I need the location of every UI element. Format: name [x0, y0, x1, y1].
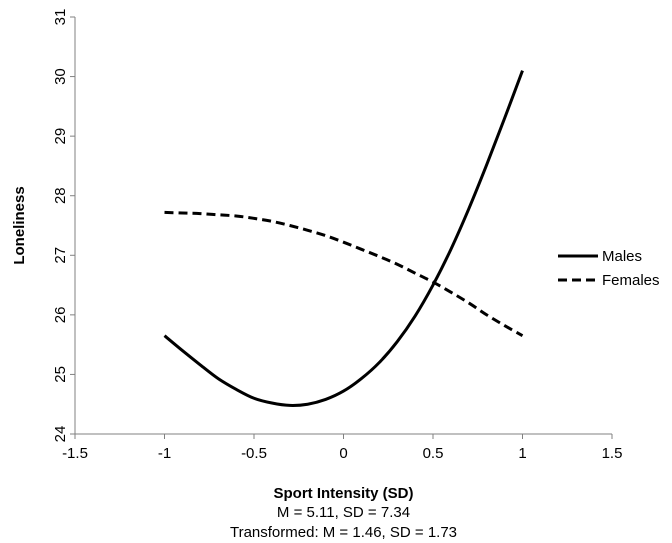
- y-tick-label: 26: [52, 307, 69, 324]
- y-tick-label: 28: [52, 187, 69, 204]
- ticks: 24 25 26 27 28 29 30 31 -1.5 -1 -0.5 0 0.5 1 1.5: [52, 9, 622, 462]
- legend-label-males: Males: [602, 248, 642, 265]
- y-tick-label: 29: [52, 128, 69, 145]
- legend: Males Females: [558, 248, 660, 289]
- y-tick-label: 30: [52, 68, 69, 85]
- x-tick-label: -1: [158, 445, 171, 462]
- x-tick-label: 1.5: [602, 445, 623, 462]
- x-tick-label: 1: [518, 445, 526, 462]
- y-axis-title: Loneliness: [11, 186, 28, 264]
- series-line-females: [164, 210, 524, 338]
- x-tick-label: -0.5: [241, 445, 267, 462]
- y-tick-label: 31: [52, 9, 69, 26]
- axes: [74, 17, 612, 435]
- x-tick-label: 0: [339, 445, 347, 462]
- series-line-males: [163, 70, 524, 407]
- y-tick-label: 24: [52, 426, 69, 443]
- x-tick-label: 0.5: [423, 445, 444, 462]
- transformed-stats-note: Transformed: M = 1.46, SD = 1.73: [230, 524, 457, 541]
- x-tick-label: -1.5: [62, 445, 88, 462]
- series-lines: [163, 70, 524, 407]
- x-axis-title: Sport Intensity (SD): [273, 485, 413, 502]
- y-tick-label: 27: [52, 247, 69, 264]
- y-tick-label: 25: [52, 366, 69, 383]
- stats-note: M = 5.11, SD = 7.34: [277, 504, 410, 521]
- legend-label-females: Females: [602, 272, 660, 289]
